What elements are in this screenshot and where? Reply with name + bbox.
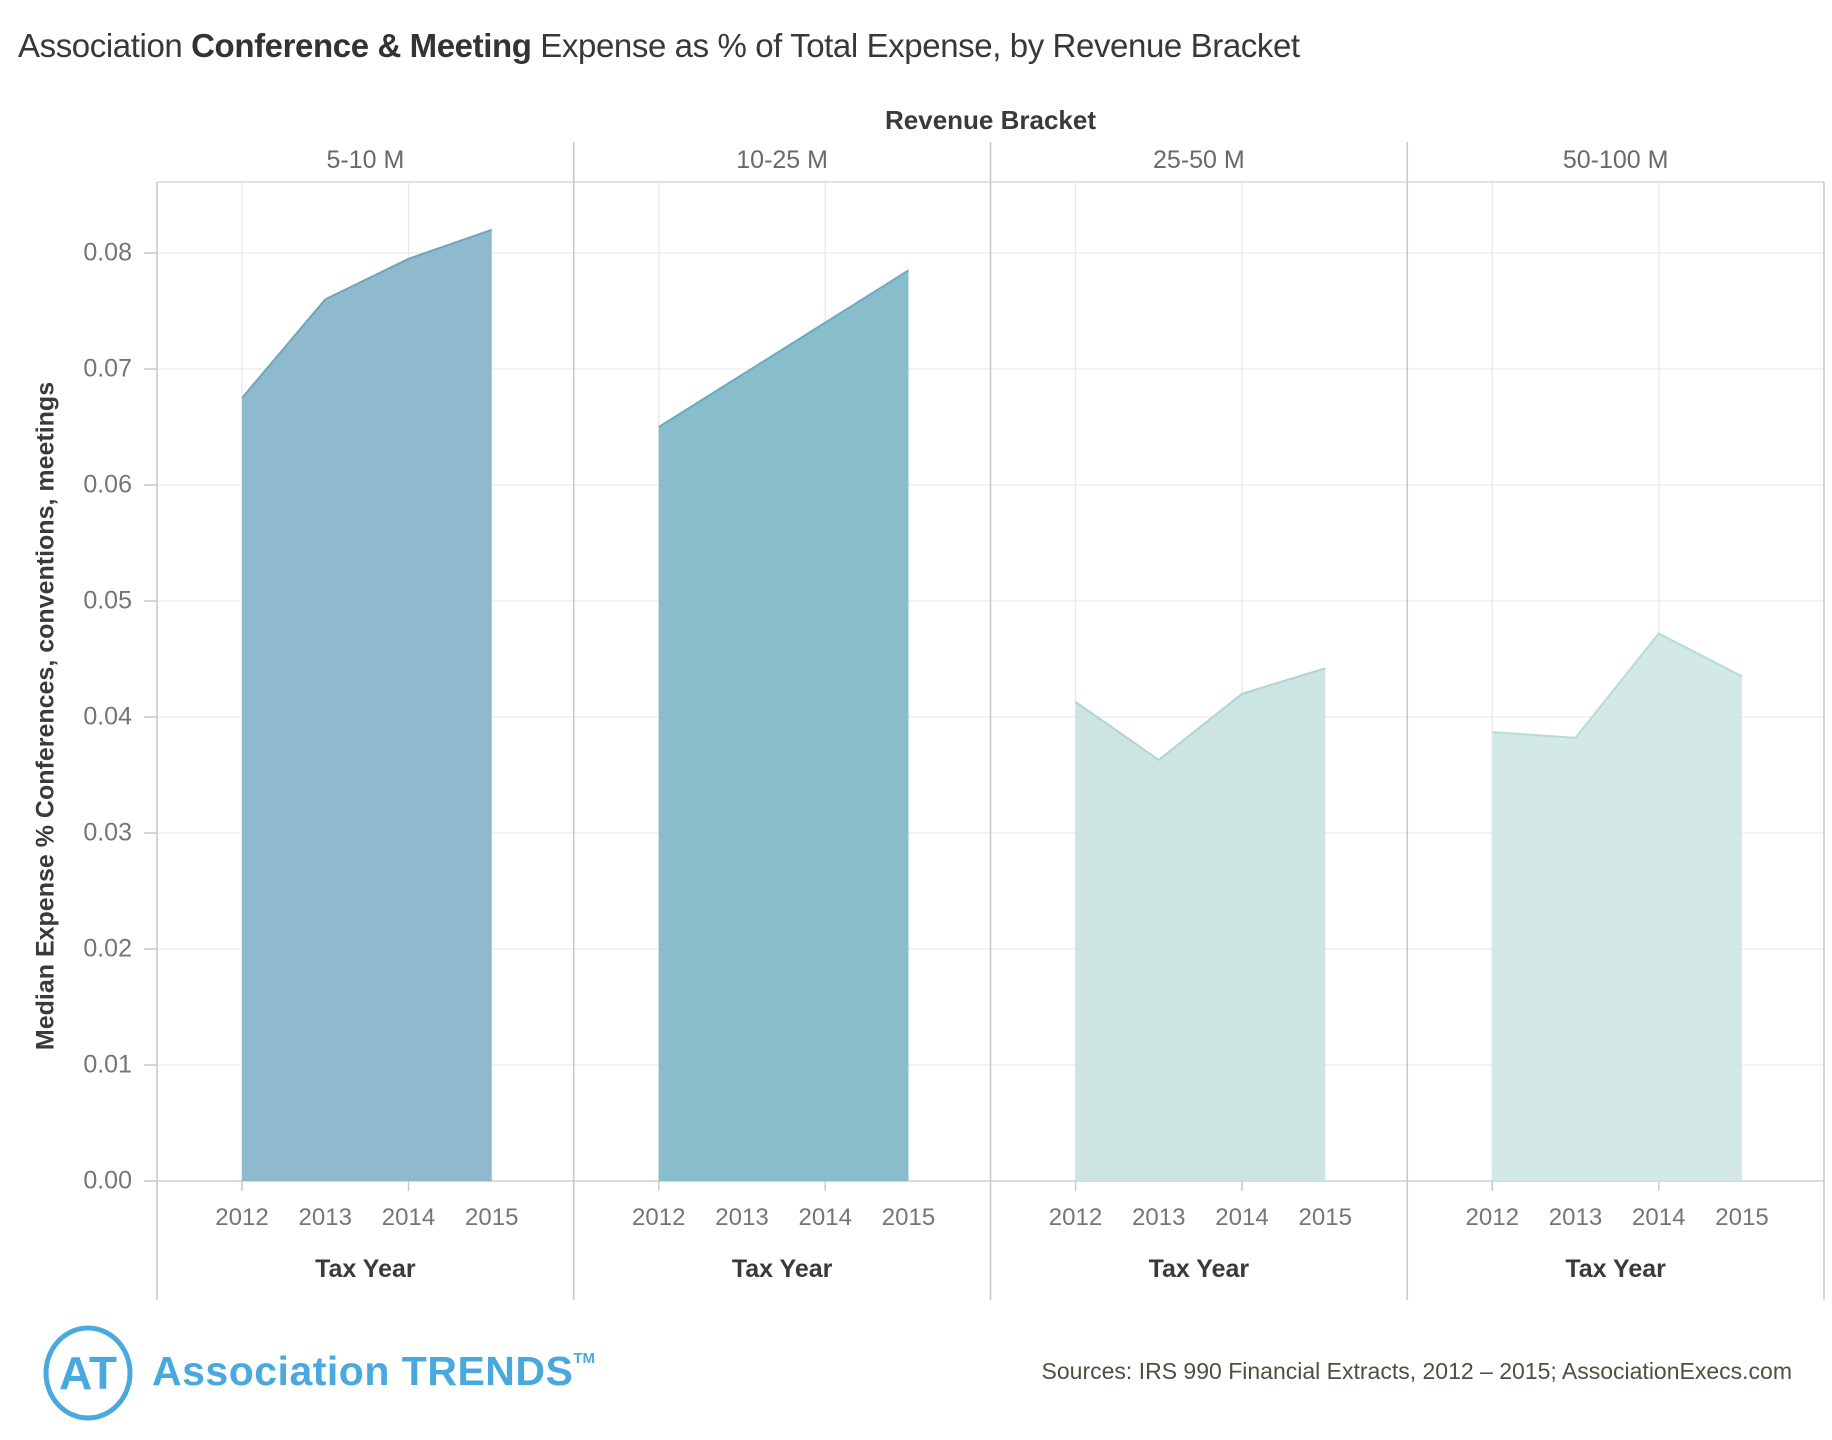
x-tick-2013-panel2: 2013 [715, 1204, 769, 1231]
x-tick-2015-panel1: 2015 [465, 1204, 519, 1231]
area-25-50M [1075, 668, 1326, 1181]
x-tick-2014-panel3: 2014 [1215, 1204, 1269, 1231]
y-tick-0.01: 0.01 [83, 1050, 132, 1079]
x-tick-2014-panel4: 2014 [1632, 1204, 1686, 1231]
brand-word-trends: TRENDS [401, 1348, 574, 1394]
y-tick-0.06: 0.06 [83, 470, 132, 499]
y-tick-0.08: 0.08 [83, 238, 132, 267]
x-tick-2015-panel4: 2015 [1715, 1204, 1769, 1231]
x-axis-title-panel4: Tax Year [1565, 1255, 1666, 1283]
x-tick-2014-panel1: 2014 [381, 1204, 436, 1231]
chart-title: Association Conference & Meeting Expense… [18, 27, 1300, 65]
x-tick-2012-panel3: 2012 [1048, 1204, 1103, 1231]
facet-title: Revenue Bracket [885, 105, 1096, 135]
x-tick-2015-panel2: 2015 [881, 1204, 936, 1231]
y-tick-0.00: 0.00 [83, 1166, 132, 1195]
x-axis-title-panel1: Tax Year [315, 1255, 416, 1283]
area-5-10M [242, 229, 492, 1182]
chart-title-prefix: Association [18, 27, 192, 64]
y-tick-0.03: 0.03 [83, 818, 132, 847]
logo-initials: AT [59, 1347, 117, 1399]
x-axis-title-panel2: Tax Year [731, 1255, 833, 1283]
x-tick-2012-panel1: 2012 [215, 1204, 269, 1231]
panel-header-2: 10-25 M [736, 146, 828, 174]
x-axis-title-panel3: Tax Year [1148, 1255, 1250, 1283]
trademark-symbol: TM [573, 1350, 596, 1367]
y-axis-title: Median Expense % Conferences, convention… [31, 381, 60, 1051]
brand-word-association: Association [152, 1348, 390, 1394]
sources-note: Sources: IRS 990 Financial Extracts, 201… [1041, 1358, 1792, 1384]
chart-title-suffix: Expense as % of Total Expense, by Revenu… [531, 27, 1300, 64]
chart-title-highlight: Conference & Meeting [191, 27, 532, 64]
x-tick-2013-panel4: 2013 [1548, 1204, 1603, 1231]
x-tick-2015-panel3: 2015 [1298, 1204, 1352, 1231]
logo-circle [43, 1325, 133, 1421]
y-tick-0.02: 0.02 [83, 934, 132, 963]
x-tick-2013-panel1: 2013 [298, 1204, 352, 1231]
y-tick-0.05: 0.05 [83, 586, 132, 615]
x-tick-2012-panel2: 2012 [632, 1204, 686, 1231]
area-10-25M [658, 270, 909, 1181]
x-tick-2013-panel3: 2013 [1132, 1204, 1186, 1231]
brand-wordmark: Association TRENDSTM [152, 1348, 595, 1395]
association-trends-logo: AT [43, 1325, 133, 1421]
panel-header-1: 5-10 M [326, 146, 405, 174]
area-50-100M [1492, 633, 1742, 1181]
panel-header-4: 50-100 M [1562, 146, 1669, 174]
y-tick-0.04: 0.04 [83, 702, 132, 731]
panel-header-3: 25-50 M [1153, 146, 1245, 174]
x-tick-2014-panel2: 2014 [798, 1204, 852, 1231]
y-tick-0.07: 0.07 [83, 354, 132, 383]
x-tick-2012-panel4: 2012 [1465, 1204, 1519, 1231]
